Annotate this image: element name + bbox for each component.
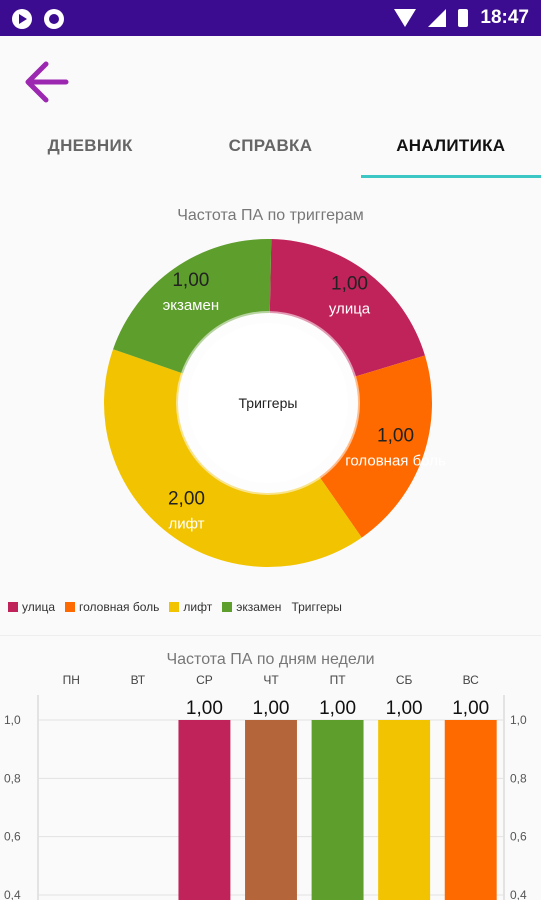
weekday-chart-title: Частота ПА по дням недели [166,651,375,668]
tab-diary[interactable]: ДНЕВНИК [47,136,133,155]
legend-label: экзамен [236,600,282,614]
bar-value-label: 1,00 [452,698,489,719]
bar[interactable] [311,720,364,900]
bar[interactable] [444,720,497,900]
donut-slice-2[interactable] [104,349,362,567]
donut-slice-1[interactable] [319,355,433,538]
y-tick-label-left: 0,4 [4,888,21,900]
x-category-label: ЧТ [263,673,279,687]
bar-value-label: 1,00 [253,698,290,719]
legend-swatch [8,602,18,612]
donut-slice-label: улица [329,300,371,317]
x-category-label: ПН [63,673,80,687]
y-tick-label-right: 0,4 [510,888,527,900]
tab-analytics[interactable]: АНАЛИТИКА [360,126,541,178]
donut-value-label: 2,00 [168,489,205,510]
legend-item: лифт [169,600,212,614]
x-category-label: ВС [463,673,480,687]
divider [0,635,541,636]
bar[interactable] [178,720,231,900]
app-bar [0,36,541,126]
status-bar: 18:47 [0,0,541,36]
donut-slice-label: экзамен [163,297,220,314]
x-category-label: СР [196,673,213,687]
bar-value-label: 1,00 [319,698,356,719]
trigger-legend: улица головная боль лифт экзамен Триггеры [8,600,342,614]
legend-item: экзамен [222,600,281,614]
bar-value-label: 1,00 [186,698,223,719]
legend-swatch [169,602,180,612]
arrow-left-icon [25,61,69,103]
legend-title: Триггеры [291,600,342,614]
donut-slice-3[interactable] [113,239,272,374]
tab-reference[interactable]: СПРАВКА [228,136,313,155]
y-tick-label-right: 0,8 [510,771,527,785]
legend-label: лифт [183,600,213,614]
legend-item: улица [8,600,55,614]
x-category-label: ПТ [330,673,347,687]
donut-slice-label: лифт [168,516,204,533]
legend-item: головная боль [65,600,159,614]
trigger-donut-chart: 1,00 улица 1,00 головная боль 2,00 лифт 1,00 эк… [0,225,541,585]
status-time: 18:47 [480,7,529,28]
y-tick-label-left: 0,6 [4,830,21,844]
trigger-chart-title: Частота ПА по триггерам [177,207,364,224]
bar[interactable] [245,720,297,900]
back-button[interactable] [18,56,74,108]
weekday-bar-chart: 1,0 1,0 0,8 0,8 0,6 0,6 0,4 0,4 ПН ВТ СР 1,00 ЧТ 1,00… [0,665,541,900]
bar[interactable] [378,720,431,900]
tab-bar: ДНЕВНИК СПРАВКА АНАЛИТИКА [0,126,541,178]
legend-swatch [65,602,75,612]
donut-slice-0[interactable] [269,239,425,377]
donut-value-label: 1,00 [377,425,414,446]
legend-swatch [222,602,233,612]
record-notification-icon [44,9,64,29]
y-tick-label-left: 1,0 [4,713,21,727]
donut-value-label: 1,00 [172,270,209,291]
legend-label: улица [22,600,55,614]
x-category-label: СБ [396,673,413,687]
battery-icon [458,9,469,27]
y-tick-label-right: 0,6 [510,830,527,844]
bar-value-label: 1,00 [386,698,423,719]
donut-slice-label: головная боль [345,452,446,469]
signal-icon [428,9,447,27]
donut-hole [188,323,348,483]
x-category-label: ВТ [131,673,146,687]
y-tick-label-left: 0,8 [4,771,21,785]
play-notification-icon [12,9,32,29]
legend-label: головная боль [79,600,160,614]
donut-value-label: 1,00 [331,273,368,294]
wifi-icon [394,9,417,27]
donut-center-label: Триггеры [239,395,298,411]
y-tick-label-right: 1,0 [510,713,527,727]
